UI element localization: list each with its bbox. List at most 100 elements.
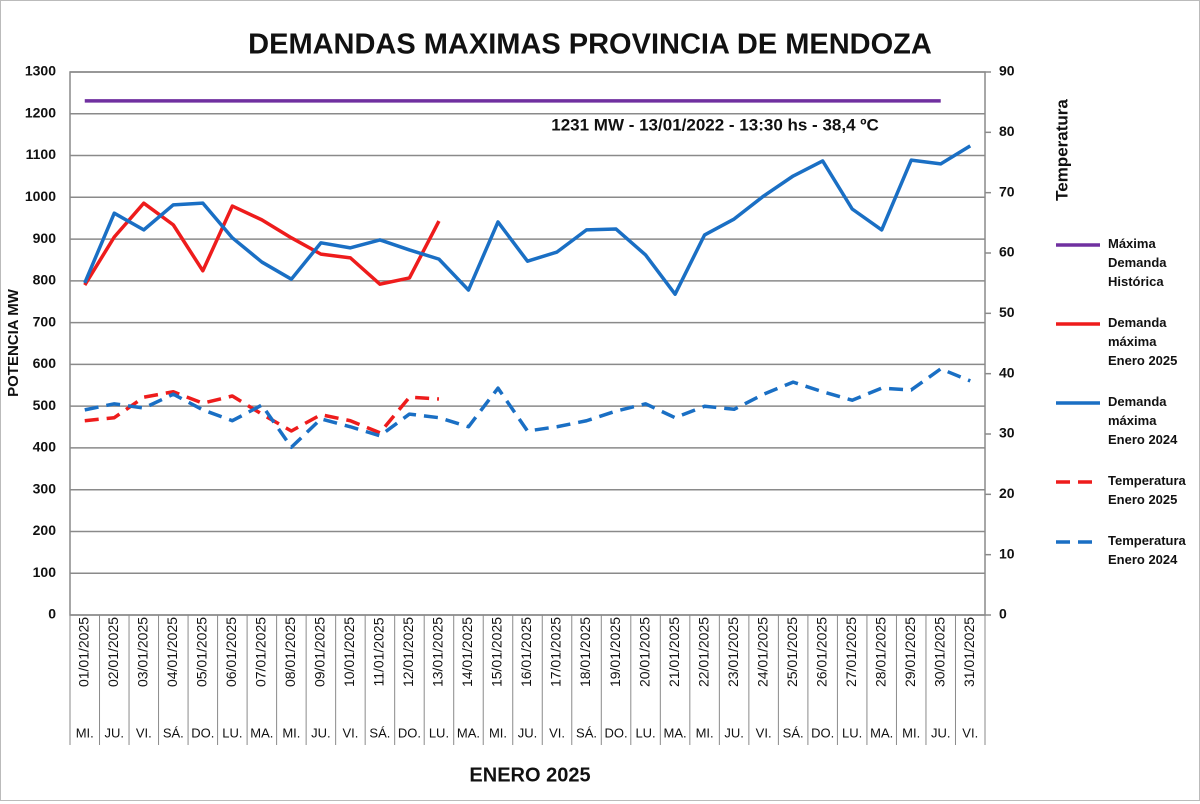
- weekday-label: LU.: [429, 725, 449, 740]
- weekday-label: DO.: [604, 725, 627, 740]
- x-tick-label: 15/01/2025: [489, 617, 505, 687]
- y-tick-label: 1200: [25, 104, 56, 120]
- y2-tick-label: 50: [999, 304, 1015, 320]
- x-tick-label: 12/01/2025: [400, 617, 416, 687]
- weekday-label: MI.: [696, 725, 714, 740]
- y-tick-label: 100: [33, 564, 57, 580]
- weekday-label: JU.: [518, 725, 538, 740]
- x-tick-label: 20/01/2025: [636, 617, 652, 687]
- series-line: [83, 144, 972, 296]
- weekday-label: LU.: [222, 725, 242, 740]
- x-tick-label: 10/01/2025: [341, 617, 357, 687]
- x-tick-label: 26/01/2025: [813, 617, 829, 687]
- annotation: 1231 MW - 13/01/2022 - 13:30 hs - 38,4 º…: [551, 115, 879, 134]
- weekday-label: VI.: [136, 725, 152, 740]
- weekday-label: MI.: [489, 725, 507, 740]
- y2-tick-label: 40: [999, 364, 1015, 380]
- y-tick-label: 1300: [25, 63, 56, 79]
- series-line: [84, 367, 971, 450]
- weekday-label: DO.: [191, 725, 214, 740]
- y-tick-label: 800: [33, 272, 57, 288]
- weekday-label: DO.: [398, 725, 421, 740]
- weekday-label: MI.: [902, 725, 920, 740]
- weekday-label: LU.: [635, 725, 655, 740]
- legend-label: Demanda máxima Enero 2024: [1108, 394, 1178, 447]
- y2-tick-label: 10: [999, 545, 1015, 561]
- weekday-label: DO.: [811, 725, 834, 740]
- x-tick-label: 30/01/2025: [931, 617, 947, 687]
- x-tick-label: 06/01/2025: [223, 617, 239, 687]
- x-tick-label: 29/01/2025: [902, 617, 918, 687]
- y2-tick-label: 90: [999, 63, 1015, 79]
- x-tick-label: 01/01/2025: [75, 617, 91, 687]
- weekday-label: SÁ.: [783, 725, 804, 740]
- y2-tick-label: 70: [999, 183, 1015, 199]
- x-tick-label: 11/01/2025: [371, 617, 387, 686]
- y-tick-label: 1000: [25, 188, 56, 204]
- y-tick-label: 400: [33, 439, 57, 455]
- x-tick-label: 13/01/2025: [430, 617, 446, 687]
- y-tick-label: 0: [48, 606, 56, 622]
- weekday-label: VI.: [962, 725, 978, 740]
- series-line: [83, 201, 441, 286]
- x-tick-label: 09/01/2025: [312, 617, 328, 687]
- x-axis-title: ENERO 2025: [469, 764, 590, 786]
- weekday-label: MA.: [250, 725, 273, 740]
- x-tick-label: 21/01/2025: [666, 617, 682, 687]
- x-tick-label: 28/01/2025: [872, 617, 888, 687]
- y2-axis-title: Temperatura: [1052, 99, 1071, 201]
- weekday-label: SÁ.: [369, 725, 390, 740]
- y-tick-label: 300: [33, 480, 57, 496]
- weekday-label: JU.: [105, 725, 125, 740]
- y-axis-title: POTENCIA MW: [5, 288, 22, 397]
- x-tick-label: 04/01/2025: [164, 617, 180, 687]
- x-tick-label: 03/01/2025: [134, 617, 150, 687]
- weekday-label: VI.: [549, 725, 565, 740]
- y-tick-label: 700: [33, 313, 57, 329]
- weekday-label: JU.: [724, 725, 744, 740]
- weekday-label: VI.: [342, 725, 358, 740]
- weekday-label: JU.: [311, 725, 331, 740]
- legend-label: Máxima Demanda Histórica: [1108, 236, 1167, 289]
- x-tick-label: 18/01/2025: [577, 617, 593, 687]
- weekday-label: MA.: [457, 725, 480, 740]
- x-tick-label: 17/01/2025: [548, 617, 564, 687]
- weekday-label: MA.: [664, 725, 687, 740]
- x-tick-label: 08/01/2025: [282, 617, 298, 687]
- x-tick-label: 24/01/2025: [754, 617, 770, 687]
- x-tick-label: 25/01/2025: [784, 617, 800, 687]
- legend-label: Temperatura Enero 2024: [1108, 533, 1187, 567]
- x-tick-label: 23/01/2025: [725, 617, 741, 687]
- legend-label: Demanda máxima Enero 2025: [1108, 315, 1177, 368]
- y-tick-label: 900: [33, 230, 57, 246]
- y-tick-label: 200: [33, 522, 57, 538]
- x-tick-label: 14/01/2025: [459, 617, 475, 687]
- y-tick-label: 500: [33, 397, 57, 413]
- x-tick-label: 02/01/2025: [105, 617, 121, 687]
- x-tick-label: 22/01/2025: [695, 617, 711, 687]
- y-tick-label: 600: [33, 355, 57, 371]
- x-tick-label: 31/01/2025: [961, 617, 977, 687]
- y2-tick-label: 60: [999, 244, 1015, 260]
- y-tick-label: 1100: [26, 146, 57, 162]
- weekday-label: SÁ.: [576, 725, 597, 740]
- weekday-label: VI.: [756, 725, 772, 740]
- weekday-label: MI.: [76, 725, 94, 740]
- y2-tick-label: 80: [999, 123, 1015, 139]
- y2-tick-label: 30: [999, 425, 1015, 441]
- x-tick-label: 16/01/2025: [518, 617, 534, 687]
- chart-title: DEMANDAS MAXIMAS PROVINCIA DE MENDOZA: [248, 29, 932, 61]
- weekday-label: SÁ.: [163, 725, 184, 740]
- x-tick-label: 05/01/2025: [194, 617, 210, 687]
- x-tick-label: 07/01/2025: [253, 617, 269, 687]
- weekday-label: MA.: [870, 725, 893, 740]
- y2-tick-label: 20: [999, 485, 1015, 501]
- x-tick-label: 27/01/2025: [843, 617, 859, 687]
- weekday-label: LU.: [842, 725, 862, 740]
- legend-label: Temperatura Enero 2025: [1108, 473, 1187, 507]
- x-tick-label: 19/01/2025: [607, 617, 623, 687]
- y2-tick-label: 0: [999, 606, 1007, 622]
- weekday-label: JU.: [931, 725, 951, 740]
- plot-border: [69, 71, 986, 616]
